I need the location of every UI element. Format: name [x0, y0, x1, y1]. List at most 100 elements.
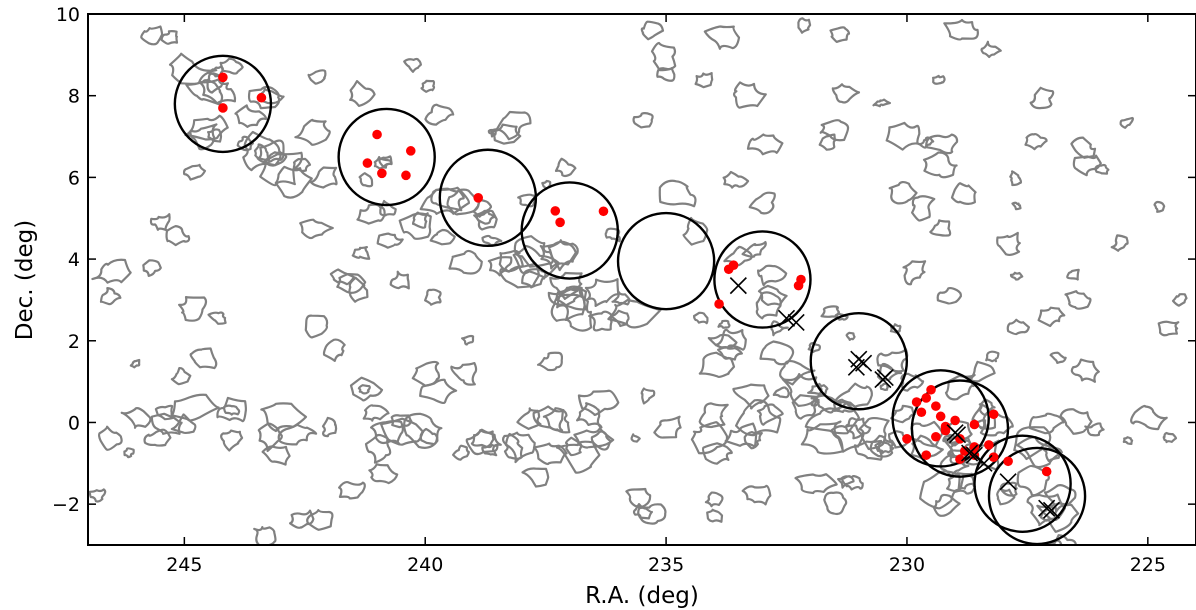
cross-marker	[777, 309, 796, 327]
red-point	[401, 170, 411, 181]
y-tick-label: 4	[68, 249, 80, 271]
contour	[831, 83, 861, 104]
contour	[656, 67, 676, 82]
cross-marker	[965, 446, 983, 464]
contour	[259, 151, 303, 187]
contour	[584, 278, 620, 307]
contour	[555, 440, 601, 474]
contour	[299, 218, 334, 240]
red-point	[988, 452, 999, 462]
red-point	[793, 280, 804, 291]
contour	[322, 338, 346, 362]
contour	[610, 309, 630, 328]
contour	[869, 434, 895, 458]
contour	[309, 166, 338, 189]
contour	[403, 57, 422, 73]
red-point	[984, 440, 994, 450]
contour	[338, 480, 366, 500]
contour	[1028, 412, 1065, 435]
red-point	[256, 92, 267, 103]
contour	[936, 287, 963, 305]
contour	[932, 74, 946, 85]
contour	[925, 133, 959, 155]
contour	[1024, 132, 1048, 151]
contour	[971, 403, 997, 430]
contour	[448, 249, 483, 275]
contour	[640, 20, 665, 41]
contour	[143, 428, 172, 447]
contour	[823, 491, 848, 516]
cross-marker	[975, 454, 993, 472]
x-tick-label: 240	[407, 554, 443, 576]
red-point	[916, 407, 927, 418]
contour	[1171, 293, 1188, 307]
contour	[717, 346, 743, 361]
contour	[735, 399, 782, 437]
x-tick-label: 225	[1130, 554, 1166, 576]
contour	[539, 240, 577, 270]
field-circle	[713, 230, 812, 329]
contour	[120, 407, 152, 429]
contour	[690, 421, 729, 455]
contour	[611, 290, 631, 306]
contour	[772, 386, 790, 399]
y-tick-label: 6	[68, 167, 80, 189]
contour	[996, 487, 1016, 506]
contour	[129, 358, 141, 369]
contour	[253, 526, 277, 545]
field-circle	[616, 211, 716, 311]
red-point	[372, 129, 382, 140]
x-tick-label: 245	[166, 554, 202, 576]
contour	[757, 284, 788, 306]
contour	[682, 216, 709, 246]
contour	[351, 246, 371, 260]
contour	[874, 441, 895, 454]
cross-marker	[847, 358, 865, 376]
contour	[446, 188, 480, 216]
cross-marker	[961, 444, 979, 462]
y-axis-ticks: −2 0 2 4 6 8 10	[52, 4, 1196, 516]
y-tick-label: 2	[68, 331, 80, 353]
red-points	[218, 72, 1052, 477]
contour	[219, 57, 244, 75]
contour	[918, 136, 935, 149]
cross-marker	[876, 368, 894, 387]
contour	[294, 118, 331, 146]
contour	[698, 351, 736, 379]
contour	[256, 139, 285, 164]
contour	[732, 383, 770, 410]
contour	[607, 298, 662, 329]
contour	[537, 351, 564, 372]
contour	[168, 52, 218, 85]
contour	[91, 258, 132, 284]
contour	[292, 157, 312, 173]
contour	[170, 366, 192, 386]
red-point	[1003, 456, 1013, 467]
cross-marker	[1042, 501, 1061, 519]
contour	[140, 25, 164, 46]
contour	[178, 296, 208, 322]
contour	[723, 245, 753, 267]
red-point	[362, 158, 373, 168]
contour	[1049, 539, 1063, 545]
contour	[321, 416, 338, 438]
contour	[746, 133, 784, 156]
contour	[807, 342, 822, 354]
contour	[368, 463, 399, 485]
contour	[1006, 318, 1030, 336]
contour	[242, 130, 282, 172]
contour	[429, 228, 456, 246]
contour	[234, 104, 268, 128]
x-axis-label: R.A. (deg)	[585, 583, 699, 609]
contour	[1110, 234, 1129, 252]
field-circle	[809, 311, 909, 411]
contour	[547, 285, 586, 321]
contour	[1037, 306, 1066, 328]
contour	[142, 259, 162, 277]
contour	[1049, 351, 1067, 364]
contour	[625, 487, 652, 509]
x-axis-ticks: 245 240 235 230 225	[166, 14, 1166, 576]
contour	[216, 396, 248, 423]
contour	[189, 347, 218, 370]
contour	[424, 288, 442, 306]
